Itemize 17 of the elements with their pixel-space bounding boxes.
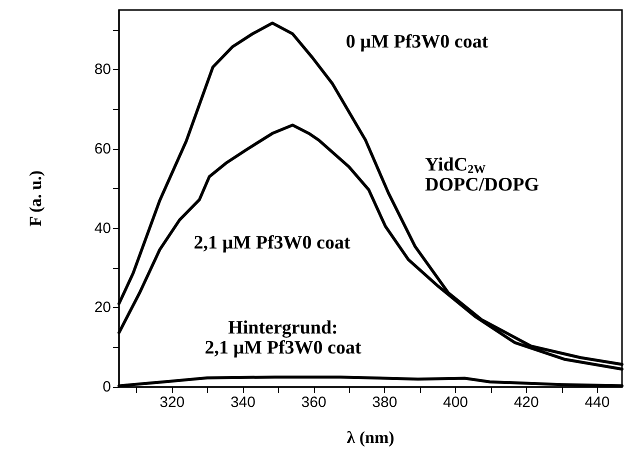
x-axis-title: λ (nm) [346, 428, 394, 447]
x-tick-label: 320 [160, 394, 185, 411]
y-tick-label: 20 [94, 299, 111, 316]
annotation: Hintergrund: 2,1 µM Pf3W0 coat [204, 318, 362, 358]
x-tick-label: 440 [584, 394, 610, 411]
x-tick-label: 340 [230, 394, 256, 411]
x-tick-label: 360 [301, 394, 326, 411]
annotation: 0 µM Pf3W0 coat [346, 32, 489, 52]
y-tick-label: 0 [102, 378, 111, 396]
x-tick-label: 380 [372, 394, 398, 411]
x-tick-label: 420 [514, 394, 539, 411]
y-tick-label: 60 [94, 140, 111, 158]
annotation: 2,1 µM Pf3W0 coat [194, 232, 351, 254]
y-tick-label: 80 [94, 61, 111, 78]
y-tick-label: 40 [94, 220, 111, 237]
y-axis-title: F (a. u.) [26, 170, 45, 227]
x-tick-label: 400 [443, 394, 468, 411]
